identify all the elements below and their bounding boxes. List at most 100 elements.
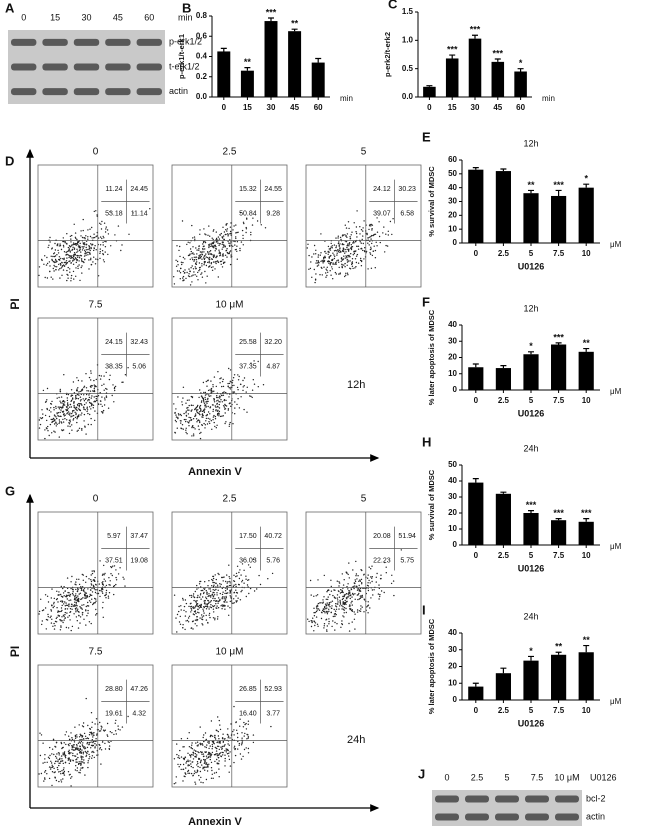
event-dot <box>265 227 266 228</box>
event-dot <box>384 251 385 252</box>
event-dot <box>240 384 241 385</box>
quadrant-value: 32.20 <box>264 339 282 346</box>
event-dot <box>348 228 349 229</box>
event-dot <box>330 248 331 249</box>
event-dot <box>176 421 177 422</box>
error-bar <box>500 492 506 494</box>
event-dot <box>226 750 227 751</box>
event-dot <box>41 773 42 774</box>
event-dot <box>340 592 341 593</box>
event-dot <box>388 231 389 232</box>
event-dot <box>82 574 83 575</box>
event-dot <box>219 720 220 721</box>
event-dot <box>81 272 82 273</box>
significance-mark: ** <box>555 642 563 652</box>
event-dot <box>345 600 346 601</box>
event-dot <box>272 573 273 574</box>
event-dot <box>215 407 216 408</box>
event-dot <box>76 407 77 408</box>
event-dot <box>83 752 84 753</box>
blot-band <box>525 796 549 803</box>
event-dot <box>88 758 89 759</box>
event-dot <box>207 276 208 277</box>
event-dot <box>91 403 92 404</box>
blot-band <box>435 814 459 821</box>
event-dot <box>79 593 80 594</box>
y-tick-label: 0 <box>453 385 458 394</box>
event-dot <box>349 236 350 237</box>
event-dot <box>241 581 242 582</box>
event-dot <box>217 260 218 261</box>
event-dot <box>189 760 190 761</box>
event-dot <box>107 734 108 735</box>
event-dot <box>223 576 224 577</box>
event-dot <box>84 426 85 427</box>
event-dot <box>330 275 331 276</box>
event-dot <box>206 381 207 382</box>
event-dot <box>75 611 76 612</box>
event-dot <box>203 612 204 613</box>
event-dot <box>86 408 87 409</box>
event-dot <box>185 430 186 431</box>
event-dot <box>56 591 57 592</box>
lane-label: 7.5 <box>531 772 544 782</box>
event-dot <box>176 245 177 246</box>
event-dot <box>53 602 54 603</box>
x-axis-label: U0126 <box>518 261 545 271</box>
event-dot <box>83 738 84 739</box>
event-dot <box>85 253 86 254</box>
event-dot <box>49 416 50 417</box>
event-dot <box>208 418 209 419</box>
event-dot <box>337 599 338 600</box>
event-dot <box>193 254 194 255</box>
event-dot <box>206 756 207 757</box>
event-dot <box>58 765 59 766</box>
event-dot <box>62 760 63 761</box>
event-dot <box>51 256 52 257</box>
event-dot <box>339 597 340 598</box>
event-dot <box>47 263 48 264</box>
event-dot <box>77 620 78 621</box>
event-dot <box>337 237 338 238</box>
event-dot <box>248 748 249 749</box>
event-dot <box>64 751 65 752</box>
event-dot <box>63 763 64 764</box>
event-dot <box>354 628 355 629</box>
event-dot <box>47 614 48 615</box>
event-dot <box>362 227 363 228</box>
bar <box>217 51 230 97</box>
event-dot <box>318 264 319 265</box>
event-dot <box>205 404 206 405</box>
event-dot <box>351 244 352 245</box>
event-dot <box>73 381 74 382</box>
event-dot <box>73 278 74 279</box>
event-dot <box>92 390 93 391</box>
event-dot <box>89 229 90 230</box>
event-dot <box>321 618 322 619</box>
event-dot <box>95 592 96 593</box>
event-dot <box>70 581 71 582</box>
event-dot <box>343 244 344 245</box>
event-dot <box>194 597 195 598</box>
event-dot <box>367 582 368 583</box>
event-dot <box>189 746 190 747</box>
event-dot <box>102 602 103 603</box>
event-dot <box>90 373 91 374</box>
event-dot <box>181 756 182 757</box>
event-dot <box>96 584 97 585</box>
event-dot <box>83 243 84 244</box>
event-dot <box>56 254 57 255</box>
event-dot <box>94 757 95 758</box>
event-dot <box>203 756 204 757</box>
event-dot <box>179 758 180 759</box>
event-dot <box>355 599 356 600</box>
event-dot <box>332 264 333 265</box>
event-dot <box>84 244 85 245</box>
event-dot <box>226 224 227 225</box>
event-dot <box>194 782 195 783</box>
event-dot <box>187 620 188 621</box>
event-dot <box>83 762 84 763</box>
y-tick-label: 50 <box>448 169 457 178</box>
event-dot <box>90 259 91 260</box>
event-dot <box>317 265 318 266</box>
